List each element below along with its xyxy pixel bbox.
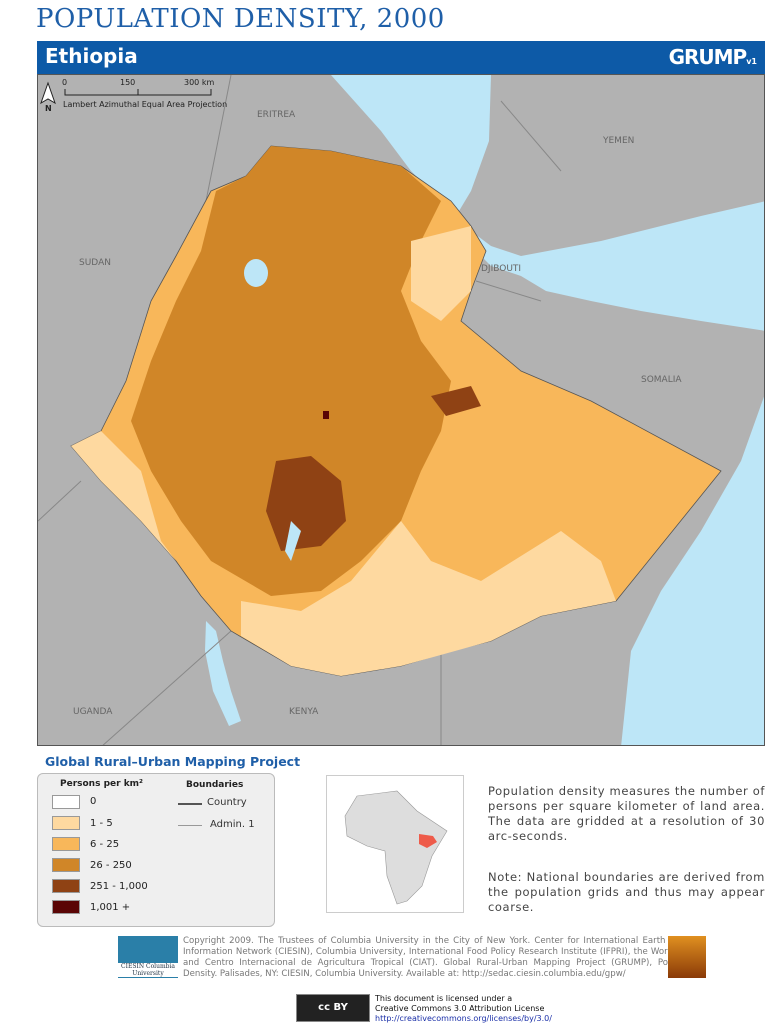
class-label: 0 [90,796,97,807]
density-1-5-east [411,226,471,321]
copyright: Copyright 2009. The Trustees of Columbia… [183,936,703,979]
density-251-1000-east [431,386,481,416]
label-uganda: UGANDA [73,707,113,717]
class-label: 1 - 5 [90,818,113,829]
description: Population density measures the number o… [488,784,765,843]
swatch-26-250 [52,858,80,872]
indian-ocean [621,396,764,745]
class-label: 1,001 + [90,902,131,913]
density-1001-addis [323,411,329,419]
brand-text: GRUMP [668,45,748,69]
boundaries-legend-title: Boundaries [186,780,244,790]
density-1-5-south [241,521,616,676]
country-line [178,803,202,805]
project-title: Global Rural–Urban Mapping Project [45,754,301,769]
density-legend-title: Persons per km² [60,779,143,789]
license-link[interactable]: http://creativecommons.org/licenses/by/3… [375,1014,552,1023]
scale-tick-300: 300 km [184,78,215,87]
license: This document is licensed under a Creati… [375,994,552,1024]
cc-by-badge: cc BY [296,994,370,1022]
swatch-6-25 [52,837,80,851]
label-kenya: KENYA [289,707,319,717]
ethiopia-highlight [419,834,437,848]
label-yemen: YEMEN [602,136,634,146]
north-arrow-icon [40,81,56,105]
label-eritrea: ERITREA [257,110,296,120]
note: Note: National boundaries are derived fr… [488,870,765,914]
scale-tick-150: 150 [120,78,136,87]
density-1-5-west [71,431,176,561]
north-label: N [45,104,52,113]
brand-version: v1 [746,57,757,66]
projection-label: Lambert Azimuthal Equal Area Projection [63,100,228,109]
class-label: 251 - 1,000 [90,881,148,892]
license-line1: This document is licensed under a [375,994,513,1003]
label-djibouti: DJIBOUTI [481,264,521,274]
red-sea [331,75,764,331]
ciesin-logo-text: CIESIN Columbia University [118,963,178,977]
label-somalia: SOMALIA [641,375,682,385]
class-label: 6 - 25 [90,839,120,850]
rift-lakes [285,521,301,561]
page-title: POPULATION DENSITY, 2000 [36,4,445,34]
swatch-1-5 [52,816,80,830]
scale-tick-0: 0 [62,78,68,87]
ciesin-logo: CIESIN Columbia University [118,936,178,978]
admin-line [178,825,202,826]
swatch-251-1000 [52,879,80,893]
africa-locator-map [326,775,464,913]
country-name: Ethiopia [45,44,138,68]
class-label: 26 - 250 [90,860,132,871]
boundary-admin-label: Admin. 1 [210,819,255,830]
swatch-0 [52,795,80,809]
grump-logo: GRUMPv1 [669,45,757,69]
neighbor-boundaries [38,75,562,745]
title-band: Ethiopia GRUMPv1 [37,41,765,74]
density-26-250 [131,146,451,596]
map-svg: ERITREA YEMEN SUDAN DJIBOUTI SOMALIA UGA… [38,75,764,745]
lake-turkana [205,621,241,726]
boundary-country-label: Country [207,797,247,808]
map[interactable]: ERITREA YEMEN SUDAN DJIBOUTI SOMALIA UGA… [37,74,765,746]
scale-bar [64,89,212,96]
license-line2: Creative Commons 3.0 Attribution License [375,1004,545,1013]
lake-tana [244,259,268,287]
label-sudan: SUDAN [79,258,111,268]
density-251-1000 [266,456,346,551]
swatch-1001-plus [52,900,80,914]
sedac-logo [668,936,706,978]
legend: Persons per km² Boundaries 0 1 - 5 6 - 2… [37,773,275,927]
